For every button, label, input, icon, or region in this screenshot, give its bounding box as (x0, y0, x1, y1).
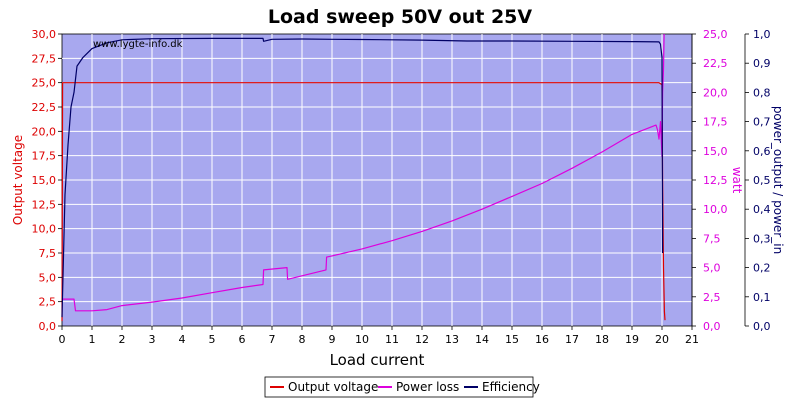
left-axis-label: Output voltage (11, 135, 25, 225)
x-tick-label: 19 (625, 333, 639, 346)
x-tick-label: 15 (505, 333, 519, 346)
right-efficiency-tick-label: 1,0 (753, 28, 771, 41)
right-watt-tick-label: 22,5 (703, 57, 728, 70)
right-efficiency-axis-ticks: 0,0 0,1 0,2 0,3 0,4 0,5 0,6 0,7 0,8 0,9 1,0 (744, 28, 771, 333)
x-tick-label: 13 (445, 333, 459, 346)
right-watt-tick-label: 20,0 (703, 86, 728, 99)
x-tick-label: 20 (655, 333, 669, 346)
x-tick-label: 1 (89, 333, 96, 346)
left-tick-label: 12,5 (32, 198, 57, 211)
left-tick-label: 17,5 (32, 150, 57, 163)
left-axis-ticks: 0,0 2,5 5,0 7,5 10,0 12,5 15,0 17,5 20,0 22,5 25,0… (32, 28, 62, 333)
right-efficiency-tick-label: 0,4 (753, 203, 771, 216)
right-watt-tick-label: 17,5 (703, 116, 728, 129)
x-tick-label: 18 (595, 333, 609, 346)
x-tick-label: 11 (385, 333, 399, 346)
x-tick-label: 17 (565, 333, 579, 346)
legend-label-efficiency: Efficiency (482, 380, 540, 394)
right-watt-tick-label: 2,5 (703, 291, 721, 304)
right-efficiency-tick-label: 0,5 (753, 174, 771, 187)
right-efficiency-tick-label: 0,6 (753, 145, 771, 158)
x-tick-label: 21 (685, 333, 699, 346)
x-tick-label: 14 (475, 333, 489, 346)
series-power-loss-line (62, 33, 665, 312)
left-tick-label: 7,5 (39, 247, 57, 260)
left-tick-label: 2,5 (39, 296, 57, 309)
x-tick-label: 5 (209, 333, 216, 346)
right-efficiency-tick-label: 0,9 (753, 57, 771, 70)
x-tick-label: 0 (59, 333, 66, 346)
x-tick-label: 10 (355, 333, 369, 346)
series-efficiency-line (61, 37, 664, 318)
x-tick-label: 7 (269, 333, 276, 346)
right-watt-tick-label: 0,0 (703, 320, 721, 333)
right-efficiency-tick-label: 0,0 (753, 320, 771, 333)
right-efficiency-tick-label: 0,2 (753, 262, 771, 275)
x-tick-label: 6 (239, 333, 246, 346)
right-watt-tick-label: 7,5 (703, 232, 721, 245)
legend-label-power-loss: Power loss (396, 380, 459, 394)
right-efficiency-tick-label: 0,1 (753, 291, 771, 304)
right-watt-axis-label: watt (730, 167, 744, 194)
x-tick-label: 4 (179, 333, 186, 346)
x-axis-ticks: 0 1 2 3 4 5 6 7 8 9 10 11 12 13 14 15 16 17 18 19 20 21 (59, 326, 699, 346)
right-watt-tick-label: 15,0 (703, 145, 728, 158)
x-tick-label: 16 (535, 333, 549, 346)
chart-title: Load sweep 50V out 25V (268, 6, 533, 28)
right-watt-tick-label: 5,0 (703, 262, 721, 275)
series-output-voltage-line (61, 82, 666, 322)
left-tick-label: 27,5 (32, 52, 57, 65)
legend-label-output-voltage: Output voltage (288, 380, 378, 394)
x-axis-label: Load current (330, 351, 425, 369)
right-watt-tick-label: 25,0 (703, 28, 728, 41)
right-efficiency-tick-label: 0,8 (753, 86, 771, 99)
right-efficiency-axis-label: power_output / power_in (771, 106, 785, 254)
left-tick-label: 10,0 (32, 223, 57, 236)
legend-box (264, 376, 534, 398)
x-tick-label: 8 (299, 333, 306, 346)
left-tick-label: 0,0 (39, 320, 57, 333)
watermark-text: www.lygte-info.dk (93, 39, 183, 50)
left-tick-label: 20,0 (32, 125, 57, 138)
left-tick-label: 25,0 (32, 77, 57, 90)
right-watt-axis-ticks: 0,0 2,5 5,0 7,5 10,0 12,5 15,0 17,5 20,0 22,5 25,0 (691, 28, 728, 333)
series-layer (61, 33, 666, 322)
right-efficiency-tick-label: 0,7 (753, 116, 771, 129)
left-tick-label: 15,0 (32, 174, 57, 187)
x-tick-label: 3 (149, 333, 156, 346)
left-tick-label: 22,5 (32, 101, 57, 114)
left-tick-label: 5,0 (39, 271, 57, 284)
right-watt-tick-label: 10,0 (703, 203, 728, 216)
legend: Output voltage Power loss Efficiency (264, 376, 540, 398)
left-tick-label: 30,0 (32, 28, 57, 41)
x-tick-label: 9 (329, 333, 336, 346)
x-tick-label: 2 (119, 333, 126, 346)
right-efficiency-tick-label: 0,3 (753, 232, 771, 245)
x-tick-label: 12 (415, 333, 429, 346)
right-watt-tick-label: 12,5 (703, 174, 728, 187)
